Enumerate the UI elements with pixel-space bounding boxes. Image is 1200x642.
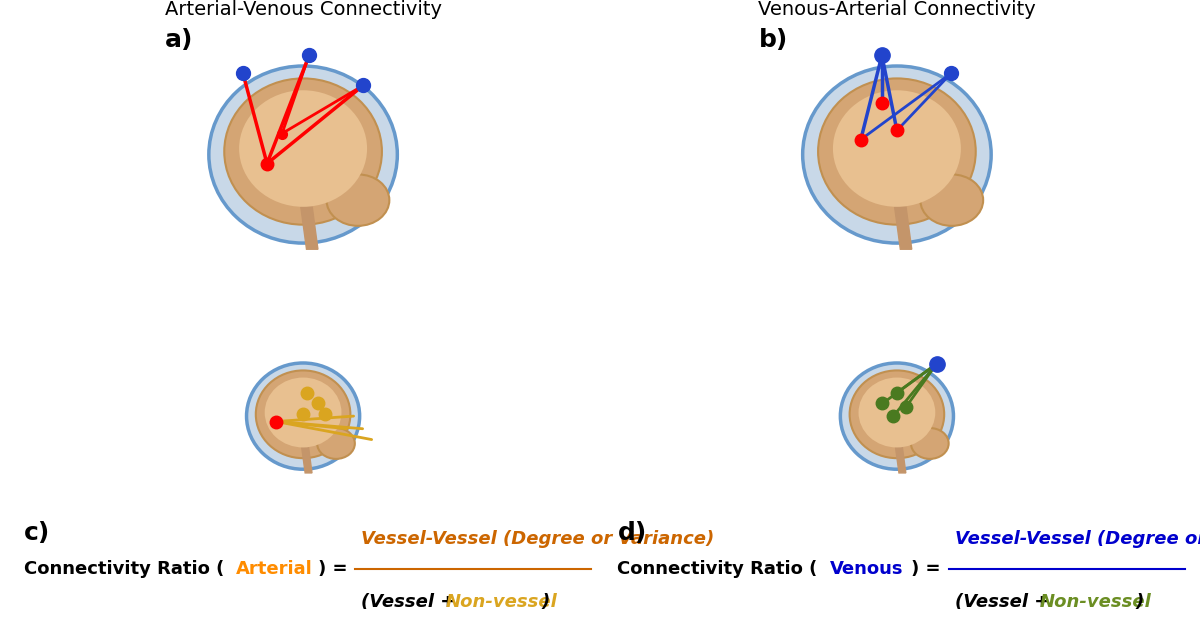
Ellipse shape — [833, 91, 961, 207]
Text: d): d) — [618, 521, 647, 545]
Text: Venous: Venous — [830, 560, 904, 578]
Title: Venous-Arterial Connectivity: Venous-Arterial Connectivity — [758, 0, 1036, 19]
Text: Non-vessel: Non-vessel — [445, 593, 558, 611]
Text: Vessel-Vessel (Degree or Variance): Vessel-Vessel (Degree or Variance) — [955, 530, 1200, 548]
Text: (Vessel +: (Vessel + — [955, 593, 1056, 611]
Polygon shape — [301, 447, 312, 473]
Text: ) =: ) = — [912, 560, 941, 578]
Ellipse shape — [850, 370, 944, 458]
Ellipse shape — [209, 66, 397, 243]
Text: a): a) — [164, 28, 193, 52]
Text: Arterial: Arterial — [236, 560, 313, 578]
Ellipse shape — [239, 91, 367, 207]
Ellipse shape — [256, 370, 350, 458]
Text: (Vessel +: (Vessel + — [361, 593, 462, 611]
Ellipse shape — [224, 78, 382, 225]
Text: Connectivity Ratio (: Connectivity Ratio ( — [618, 560, 818, 578]
Ellipse shape — [840, 363, 954, 469]
Text: Non-vessel: Non-vessel — [1039, 593, 1151, 611]
Text: ): ) — [1135, 593, 1144, 611]
Ellipse shape — [858, 377, 935, 447]
Text: ) =: ) = — [318, 560, 347, 578]
Ellipse shape — [920, 175, 983, 226]
Ellipse shape — [326, 175, 389, 226]
Text: Vessel-Vessel (Degree or Variance): Vessel-Vessel (Degree or Variance) — [361, 530, 714, 548]
Title: Arterial-Venous Connectivity: Arterial-Venous Connectivity — [164, 0, 442, 19]
Ellipse shape — [317, 428, 355, 459]
Ellipse shape — [818, 78, 976, 225]
Text: Connectivity Ratio (: Connectivity Ratio ( — [24, 560, 224, 578]
Polygon shape — [301, 207, 318, 249]
Ellipse shape — [803, 66, 991, 243]
Ellipse shape — [265, 377, 342, 447]
Text: ): ) — [541, 593, 550, 611]
Polygon shape — [895, 447, 906, 473]
Polygon shape — [895, 207, 912, 249]
Text: c): c) — [24, 521, 50, 545]
Ellipse shape — [911, 428, 949, 459]
Ellipse shape — [246, 363, 360, 469]
Text: b): b) — [758, 28, 788, 52]
